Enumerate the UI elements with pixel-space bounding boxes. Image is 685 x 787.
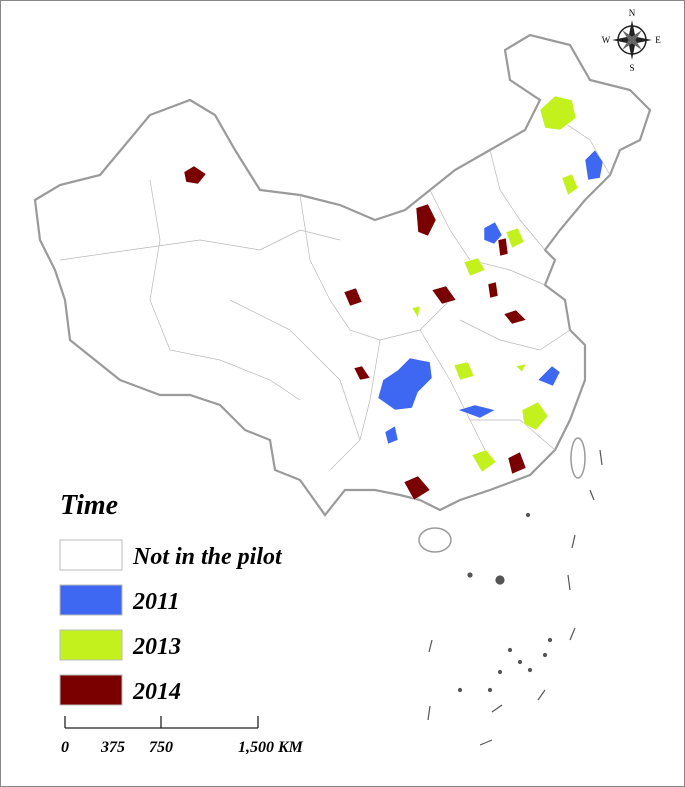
legend-title: Time bbox=[60, 490, 118, 521]
pilot-area bbox=[507, 451, 527, 475]
country-outline bbox=[33, 33, 652, 517]
compass: N S W E bbox=[602, 8, 662, 73]
pilot-area bbox=[353, 365, 371, 381]
pilot-area bbox=[471, 449, 497, 473]
pilot-area bbox=[453, 361, 475, 381]
pilot-area bbox=[521, 401, 549, 431]
scale-bar bbox=[64, 716, 259, 729]
legend-swatch bbox=[59, 539, 123, 571]
sea-islands bbox=[427, 449, 603, 746]
scale-label: 750 bbox=[149, 739, 173, 756]
pilot-areas bbox=[183, 95, 604, 501]
pilot-area bbox=[483, 221, 503, 245]
island bbox=[418, 527, 452, 553]
pilot-area bbox=[403, 475, 431, 501]
island bbox=[570, 437, 586, 479]
pilot-area bbox=[463, 257, 486, 277]
pilot-area bbox=[431, 285, 457, 305]
compass-north: N bbox=[629, 8, 636, 18]
compass-south: S bbox=[629, 63, 634, 73]
legend-swatch bbox=[59, 629, 123, 661]
legend-label: 2011 bbox=[132, 589, 180, 615]
compass-west: W bbox=[602, 35, 611, 45]
pilot-area bbox=[584, 149, 604, 181]
pilot-area bbox=[561, 173, 579, 196]
pilot-area bbox=[183, 165, 207, 185]
scale-label: 375 bbox=[100, 739, 125, 756]
pilot-area bbox=[411, 305, 421, 319]
scale-labels: 0 375 750 1,500 KM bbox=[61, 739, 304, 756]
pilot-area bbox=[503, 309, 527, 325]
compass-east: E bbox=[655, 35, 661, 45]
pilot-area bbox=[497, 237, 509, 257]
legend-swatch bbox=[59, 674, 123, 706]
pilot-area bbox=[377, 357, 433, 411]
pilot-area bbox=[415, 203, 437, 237]
legend-label: 2013 bbox=[132, 634, 181, 660]
pilot-area bbox=[457, 404, 496, 419]
pilot-area bbox=[537, 365, 561, 387]
scale-label: 1,500 KM bbox=[238, 739, 304, 756]
pilot-area bbox=[539, 95, 577, 131]
pilot-area bbox=[505, 227, 525, 249]
legend: Not in the pilot 2011 2013 2014 bbox=[59, 539, 283, 706]
province-borders bbox=[59, 119, 611, 471]
legend-label: 2014 bbox=[132, 679, 181, 705]
pilot-area bbox=[384, 425, 399, 445]
legend-label: Not in the pilot bbox=[132, 544, 283, 570]
pilot-area bbox=[515, 363, 527, 373]
pilot-area bbox=[487, 281, 499, 299]
scale-label: 0 bbox=[61, 739, 69, 756]
pilot-area bbox=[343, 287, 363, 307]
legend-swatch bbox=[59, 584, 123, 616]
